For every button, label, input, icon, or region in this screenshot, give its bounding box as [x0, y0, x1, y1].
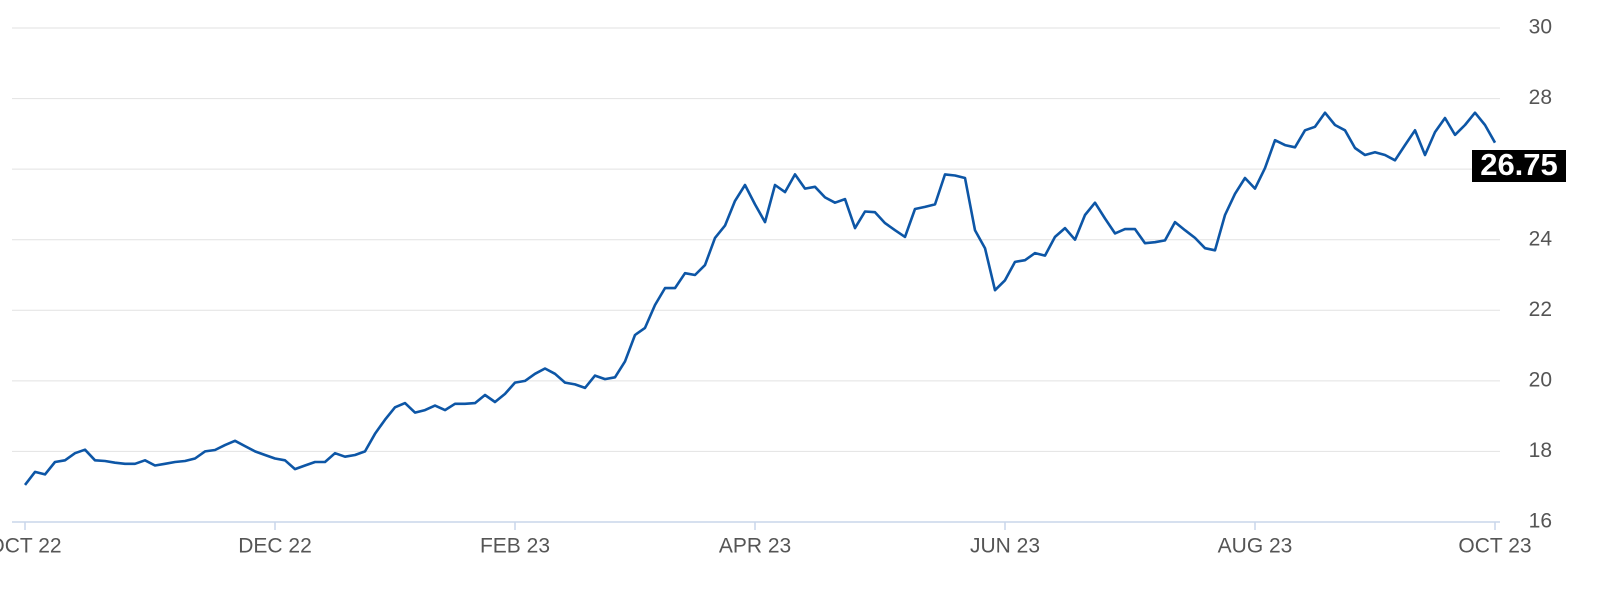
- y-tick-label: 30: [1529, 16, 1552, 39]
- badge-bg: [1472, 150, 1566, 182]
- x-tick-label: OCT 23: [1458, 535, 1531, 558]
- last-price-label: 26.75: [1480, 147, 1558, 182]
- price-line: [23, 111, 1497, 486]
- y-tick-label: 18: [1529, 439, 1552, 462]
- y-tick-label: 20: [1529, 368, 1552, 391]
- y-tick-label: 24: [1529, 227, 1553, 250]
- last-price-badge: 26.75: [1472, 147, 1566, 182]
- x-tick-label: JUN 23: [970, 535, 1040, 558]
- x-tick-label: FEB 23: [480, 535, 550, 558]
- x-tick-label: AUG 23: [1218, 535, 1293, 558]
- x-tick-label: DEC 22: [238, 535, 312, 558]
- x-tick-label: APR 23: [719, 535, 791, 558]
- y-tick-label: 16: [1529, 510, 1552, 533]
- x-tick-label: OCT 22: [0, 535, 62, 558]
- y-tick-label: 22: [1529, 298, 1552, 321]
- y-tick-label: 28: [1529, 86, 1552, 109]
